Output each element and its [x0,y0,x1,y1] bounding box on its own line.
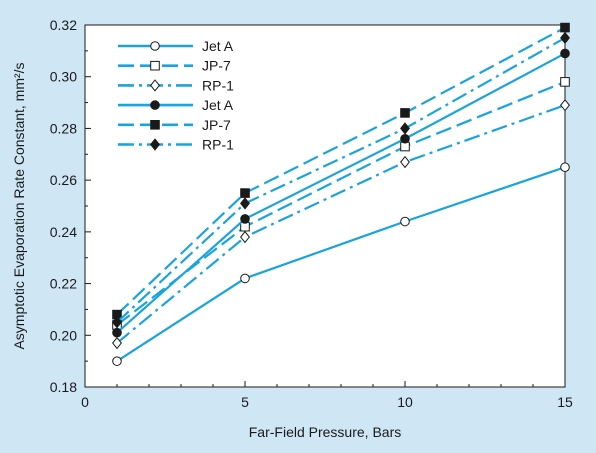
x-tick-label: 10 [397,394,413,410]
y-tick-label: 0.18 [50,379,77,395]
legend-marker [150,120,160,130]
data-point [400,108,410,118]
y-tick-label: 0.26 [50,172,77,188]
y-tick-label: 0.30 [50,69,77,85]
data-point [112,356,122,366]
y-tick-label: 0.22 [50,276,77,292]
data-point [112,316,122,329]
axis-ticks: 0 5 10 15 0.18 0.20 0.22 0.24 0.26 0.28 0.30 0.32 [50,17,573,410]
data-point [240,230,250,244]
series-layer [112,22,570,366]
data-point [240,197,250,210]
y-tick-label: 0.28 [50,120,77,136]
legend-label: RP-1 [202,137,234,153]
data-point [560,22,570,33]
y-axis-label: Asymptotic Evaporation Rate Constant, mm… [11,62,27,349]
legend: Jet A JP-7 RP-1 Jet A JP-7 RP-1 [118,38,234,153]
data-point [400,155,410,169]
data-point [560,48,570,59]
legend-marker [150,100,160,110]
legend-marker [150,79,160,92]
x-tick-label: 15 [557,394,573,410]
data-point [400,133,410,144]
y-tick-label: 0.32 [50,17,77,33]
data-point [560,31,570,45]
data-point [240,188,250,198]
y-tick-label: 0.20 [50,327,77,343]
data-point [560,162,570,173]
data-point [560,77,570,87]
data-point [560,98,570,112]
legend-label: Jet A [202,97,234,113]
data-point [112,327,122,338]
data-point [240,214,250,224]
legend-marker [150,41,160,51]
y-tick-label: 0.24 [50,224,77,240]
legend-label: JP-7 [202,58,231,74]
series-line [116,166,566,363]
series-line [116,26,566,316]
legend-label: RP-1 [202,77,234,93]
data-point [400,122,410,135]
x-tick-label: 5 [241,394,249,410]
legend-label: Jet A [202,38,234,54]
x-tick-label: 0 [81,394,89,410]
legend-marker [150,60,160,71]
legend-label: JP-7 [202,117,231,133]
series-line [116,52,566,334]
data-point [240,273,250,284]
data-point [400,216,410,227]
plot-area [84,24,566,388]
series-line [116,104,566,344]
x-axis-label: Far-Field Pressure, Bars [249,424,401,440]
series-line [116,36,566,324]
legend-marker [150,138,160,151]
data-point [112,336,122,350]
